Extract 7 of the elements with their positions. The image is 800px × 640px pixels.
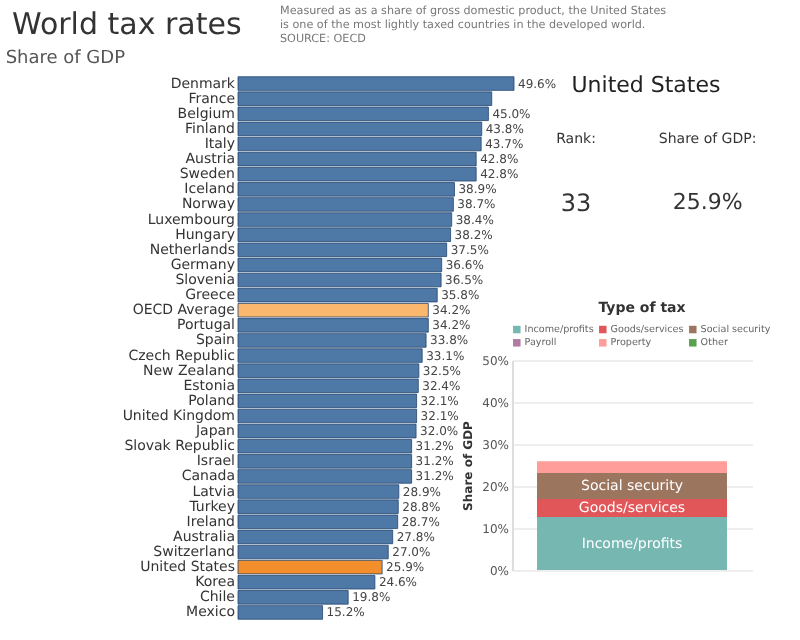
text: 33 [560,189,592,218]
text: Share of GDP [5,48,127,69]
chart-title: World tax rates [12,6,242,42]
bar [537,517,727,570]
text: United States [571,72,722,98]
bar [537,461,727,473]
text: 25.9% [672,189,743,216]
